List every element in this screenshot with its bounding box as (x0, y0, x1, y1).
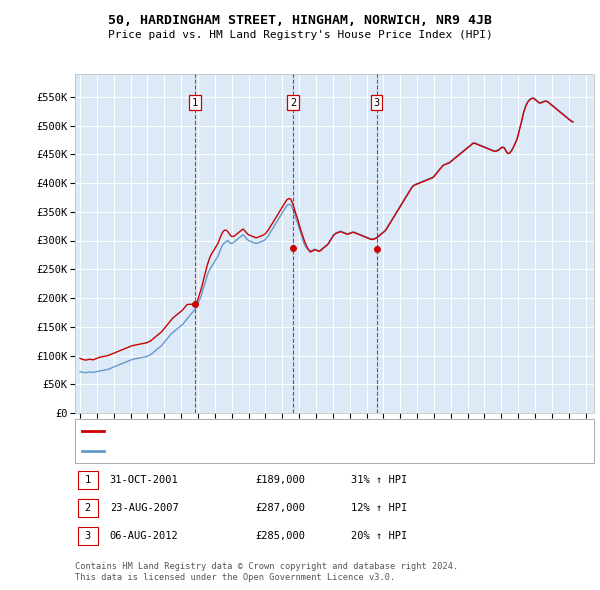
Text: 1: 1 (85, 475, 91, 484)
Text: £285,000: £285,000 (255, 532, 305, 541)
Text: 23-AUG-2007: 23-AUG-2007 (110, 503, 179, 513)
Text: Price paid vs. HM Land Registry's House Price Index (HPI): Price paid vs. HM Land Registry's House … (107, 31, 493, 40)
Text: 1: 1 (192, 97, 198, 107)
Text: 50, HARDINGHAM STREET, HINGHAM, NORWICH, NR9 4JB (detached house): 50, HARDINGHAM STREET, HINGHAM, NORWICH,… (108, 427, 482, 436)
Text: 06-AUG-2012: 06-AUG-2012 (110, 532, 179, 541)
Text: This data is licensed under the Open Government Licence v3.0.: This data is licensed under the Open Gov… (75, 572, 395, 582)
Text: 3: 3 (85, 532, 91, 541)
Text: 2: 2 (85, 503, 91, 513)
Text: Contains HM Land Registry data © Crown copyright and database right 2024.: Contains HM Land Registry data © Crown c… (75, 562, 458, 571)
Text: HPI: Average price, detached house, South Norfolk: HPI: Average price, detached house, Sout… (108, 446, 390, 455)
Text: 3: 3 (374, 97, 380, 107)
Text: 20% ↑ HPI: 20% ↑ HPI (351, 532, 407, 541)
Text: £287,000: £287,000 (255, 503, 305, 513)
Text: 50, HARDINGHAM STREET, HINGHAM, NORWICH, NR9 4JB: 50, HARDINGHAM STREET, HINGHAM, NORWICH,… (108, 14, 492, 27)
Text: 2: 2 (290, 97, 296, 107)
Text: 12% ↑ HPI: 12% ↑ HPI (351, 503, 407, 513)
Text: £189,000: £189,000 (255, 475, 305, 484)
Text: 31% ↑ HPI: 31% ↑ HPI (351, 475, 407, 484)
Text: 31-OCT-2001: 31-OCT-2001 (110, 475, 179, 484)
